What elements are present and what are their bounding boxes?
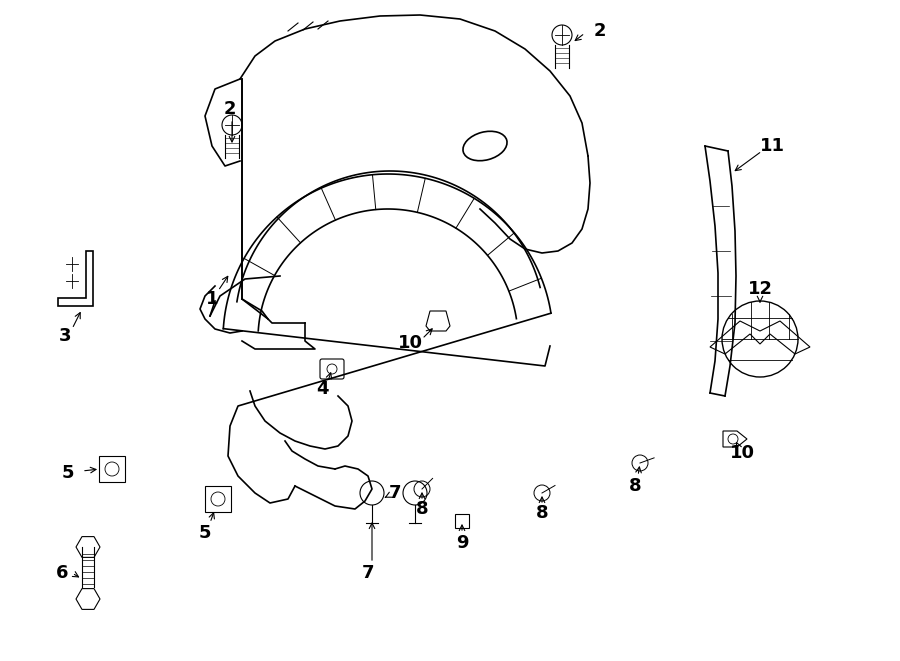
Text: 6: 6 — [56, 564, 68, 582]
Text: 8: 8 — [536, 504, 548, 522]
Text: 10: 10 — [398, 334, 422, 352]
Text: 5: 5 — [199, 524, 212, 542]
Text: 9: 9 — [455, 534, 468, 552]
Text: 10: 10 — [730, 444, 754, 462]
Text: 2: 2 — [224, 100, 236, 118]
Text: 2: 2 — [594, 22, 607, 40]
Text: 3: 3 — [58, 327, 71, 345]
Text: 5: 5 — [62, 464, 74, 482]
Text: 4: 4 — [316, 380, 328, 398]
Text: 12: 12 — [748, 280, 772, 298]
Text: 8: 8 — [416, 500, 428, 518]
Text: 11: 11 — [760, 137, 785, 155]
Text: 7: 7 — [362, 564, 374, 582]
Text: 7: 7 — [389, 484, 401, 502]
Text: 8: 8 — [629, 477, 642, 495]
Text: 1: 1 — [206, 290, 218, 308]
